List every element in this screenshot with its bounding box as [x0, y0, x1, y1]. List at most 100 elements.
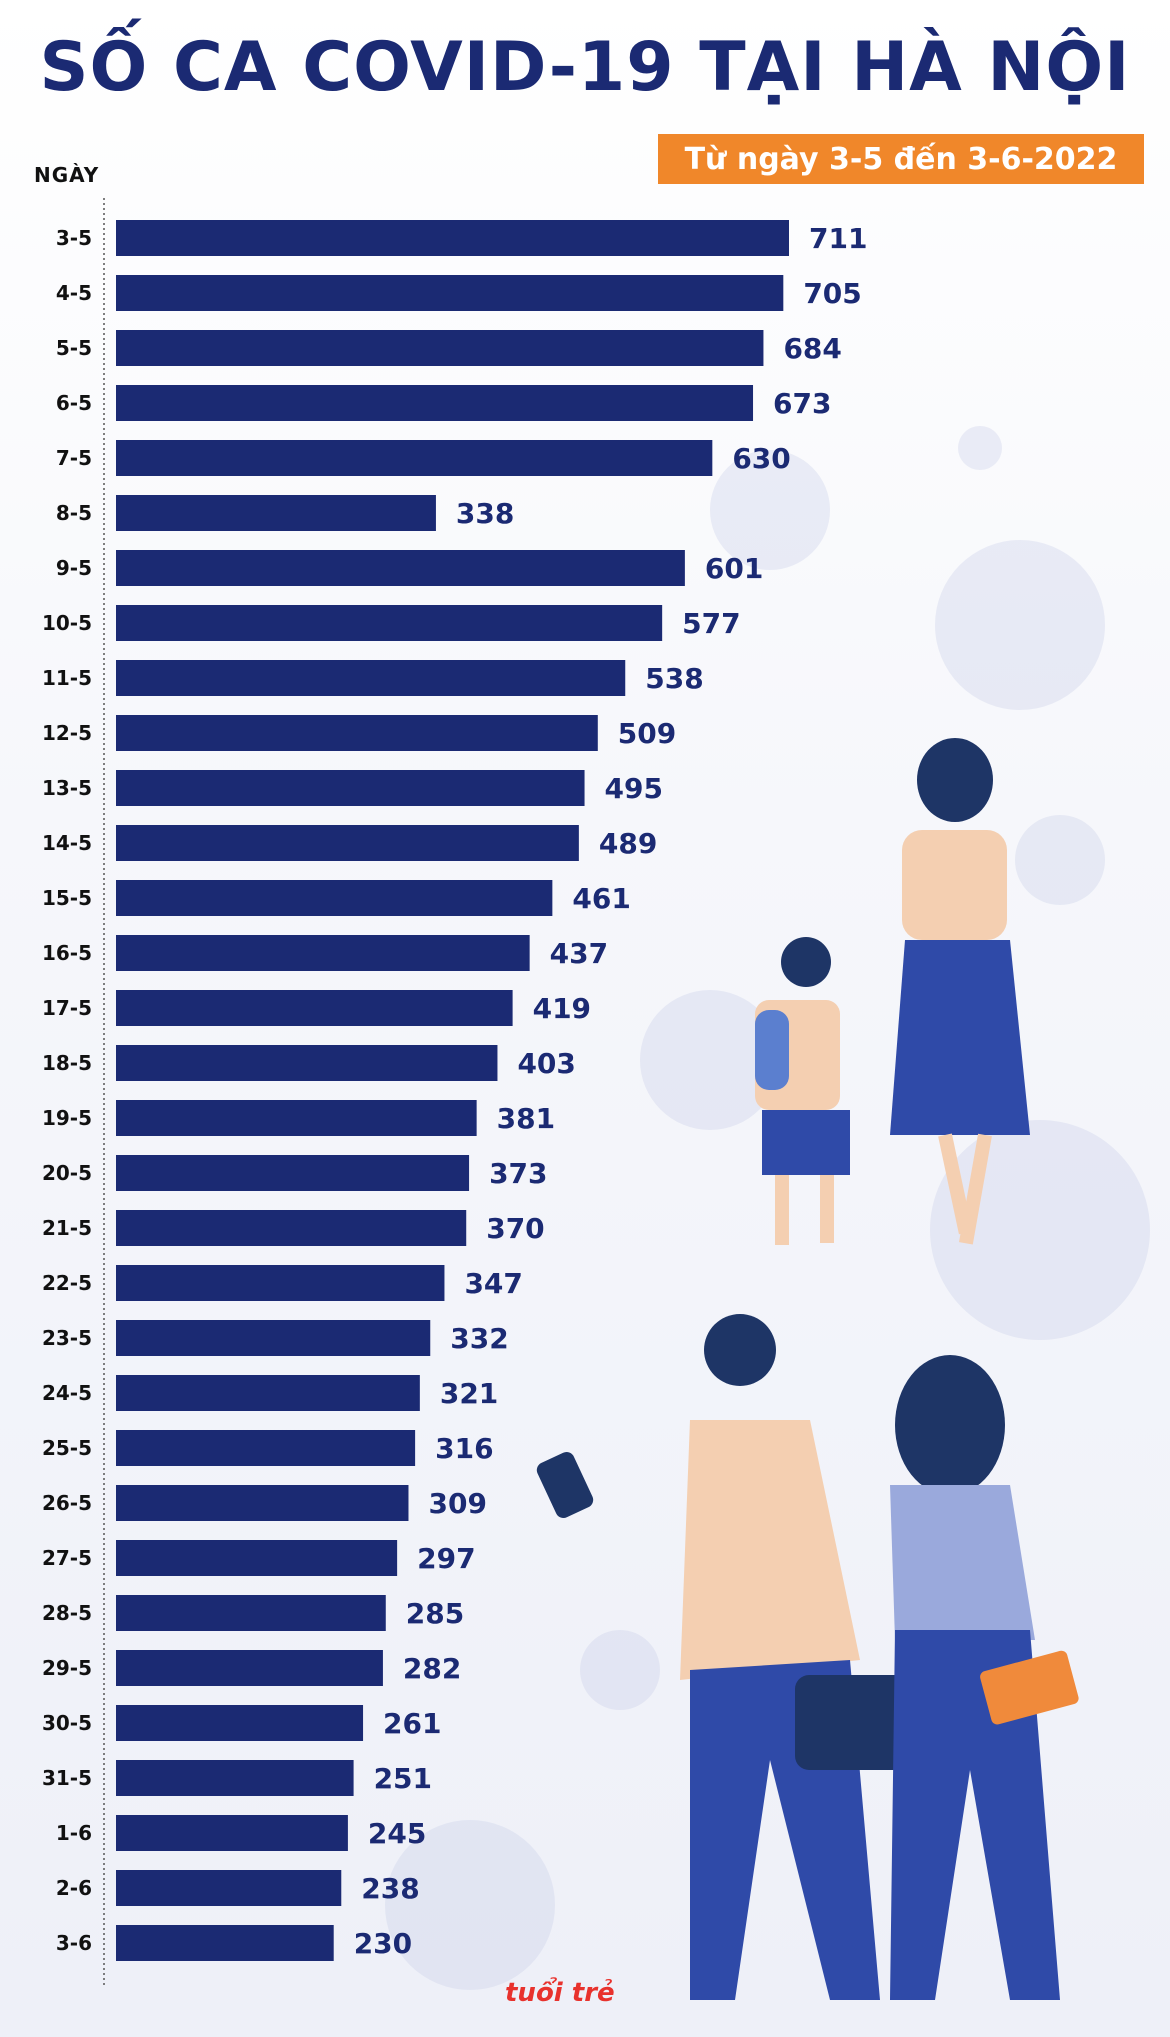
category-label: 4-5: [56, 281, 92, 305]
bar: [116, 1265, 445, 1301]
bar: [116, 715, 598, 751]
category-label: 22-5: [42, 1271, 92, 1295]
bar: [116, 605, 663, 641]
data-label: 381: [497, 1102, 555, 1135]
bar: [116, 935, 530, 971]
data-label: 711: [809, 222, 867, 255]
y-axis-label: NGÀY: [34, 163, 100, 187]
bar: [116, 275, 784, 311]
category-label: 17-5: [42, 996, 92, 1020]
bar: [116, 770, 585, 806]
data-label: 238: [361, 1872, 419, 1905]
tuoi-tre-logo: tuổi trẻ: [505, 1978, 615, 2008]
data-label: 347: [464, 1267, 522, 1300]
data-label: 419: [533, 992, 591, 1025]
category-label: 12-5: [42, 721, 92, 745]
data-label: 373: [489, 1157, 547, 1190]
category-label: 24-5: [42, 1381, 92, 1405]
category-label: 3-5: [56, 226, 92, 250]
bar: [116, 1210, 467, 1246]
category-label: 23-5: [42, 1326, 92, 1350]
bar: [116, 385, 754, 421]
bar: [116, 1595, 386, 1631]
category-label: 1-6: [56, 1821, 92, 1845]
bar: [116, 1815, 348, 1851]
virus-icon: [640, 990, 780, 1130]
bar: [116, 1100, 477, 1136]
category-label: 11-5: [42, 666, 92, 690]
category-label: 31-5: [42, 1766, 92, 1790]
category-label: 26-5: [42, 1491, 92, 1515]
data-label: 321: [440, 1377, 498, 1410]
data-label: 309: [428, 1487, 486, 1520]
bar: [116, 1705, 364, 1741]
data-label: 489: [599, 827, 657, 860]
category-label: 30-5: [42, 1711, 92, 1735]
virus-icon: [580, 1630, 660, 1710]
data-label: 705: [803, 277, 861, 310]
bar: [116, 1650, 383, 1686]
bar: [116, 440, 713, 476]
bar: [116, 495, 436, 531]
bar: [116, 1760, 354, 1796]
bar: [116, 1870, 342, 1906]
data-label: 437: [550, 937, 608, 970]
data-label: 630: [732, 442, 790, 475]
couple-illustration: [536, 1314, 1079, 2000]
data-label: 261: [383, 1707, 441, 1740]
category-label: 19-5: [42, 1106, 92, 1130]
category-label: 16-5: [42, 941, 92, 965]
bar: [116, 1375, 420, 1411]
category-label: 10-5: [42, 611, 92, 635]
bar: [116, 825, 579, 861]
bar: [116, 330, 764, 366]
data-label: 577: [682, 607, 740, 640]
virus-icon: [385, 1820, 555, 1990]
bar: [116, 1430, 416, 1466]
data-label: 338: [456, 497, 514, 530]
data-label: 509: [618, 717, 676, 750]
category-label: 21-5: [42, 1216, 92, 1240]
virus-icon: [935, 540, 1105, 710]
bar: [116, 1540, 398, 1576]
category-label: 15-5: [42, 886, 92, 910]
category-label: 27-5: [42, 1546, 92, 1570]
data-label: 495: [605, 772, 663, 805]
virus-icon: [710, 450, 830, 570]
data-label: 297: [417, 1542, 475, 1575]
bar: [116, 1155, 470, 1191]
bar: [116, 1045, 498, 1081]
category-label: 6-5: [56, 391, 92, 415]
bar: [116, 1485, 409, 1521]
data-label: 285: [406, 1597, 464, 1630]
category-label: 25-5: [42, 1436, 92, 1460]
category-label: 2-6: [56, 1876, 92, 1900]
data-label: 403: [517, 1047, 575, 1080]
category-label: 28-5: [42, 1601, 92, 1625]
data-label: 601: [705, 552, 763, 585]
category-label: 20-5: [42, 1161, 92, 1185]
data-label: 230: [354, 1927, 412, 1960]
category-label: 18-5: [42, 1051, 92, 1075]
category-label: 7-5: [56, 446, 92, 470]
bar: [116, 990, 513, 1026]
bar: [116, 1925, 334, 1961]
data-label: 316: [435, 1432, 493, 1465]
data-label: 370: [486, 1212, 544, 1245]
category-label: 5-5: [56, 336, 92, 360]
data-label: 332: [450, 1322, 508, 1355]
virus-icon: [1015, 815, 1105, 905]
bar: [116, 550, 685, 586]
bar: [116, 660, 626, 696]
category-label: 9-5: [56, 556, 92, 580]
data-label: 673: [773, 387, 831, 420]
category-label: 29-5: [42, 1656, 92, 1680]
category-label: 3-6: [56, 1931, 92, 1955]
category-label: 13-5: [42, 776, 92, 800]
data-label: 251: [374, 1762, 432, 1795]
bar: [116, 880, 553, 916]
page-title: SỐ CA COVID-19 TẠI HÀ NỘI: [39, 28, 1131, 107]
bar: [116, 220, 789, 256]
category-label: 14-5: [42, 831, 92, 855]
